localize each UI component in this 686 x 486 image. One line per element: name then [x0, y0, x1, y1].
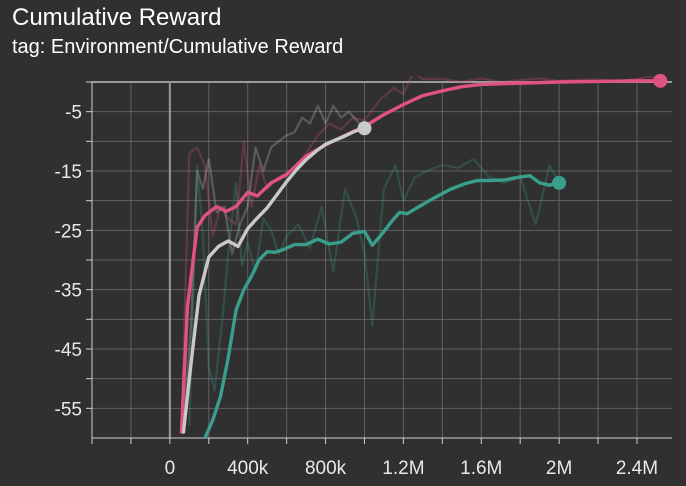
y-tick-label: -5 — [65, 103, 82, 124]
tick-labels: -5 -15 -25 -35 -45 -55 0 400k 800k 1.2M 1.6M 2M 2.4M — [55, 103, 659, 479]
x-tick-label: 2.4M — [616, 458, 658, 479]
axes — [86, 81, 672, 444]
y-tick-label: -45 — [55, 340, 82, 361]
x-tick-label: 2M — [546, 458, 572, 479]
y-tick-label: -15 — [55, 162, 82, 183]
y-tick-label: -55 — [55, 399, 82, 420]
raw-series-line-1 — [182, 104, 366, 433]
x-tick-label: 1.2M — [382, 458, 424, 479]
raw-series-line-2 — [188, 158, 561, 427]
smoothed-series-line-2[interactable] — [203, 174, 561, 438]
smoothed-series-line-0[interactable] — [179, 79, 662, 434]
x-tick-label: 800k — [305, 458, 347, 479]
smoothed-series-line-1[interactable] — [181, 126, 367, 434]
x-tick-label: 400k — [227, 458, 269, 479]
chart-title: Cumulative Reward — [12, 4, 222, 31]
y-tick-label: -35 — [55, 281, 82, 302]
end-markers-layer — [357, 73, 668, 190]
smoothed-series-layer — [179, 79, 662, 438]
grid — [91, 81, 672, 438]
series-end-marker-1[interactable] — [357, 121, 372, 136]
x-tick-label: 1.6M — [460, 458, 502, 479]
series-end-marker-2[interactable] — [552, 175, 567, 190]
x-tick-label: 0 — [165, 458, 176, 479]
chart-tag-subtitle: tag: Environment/Cumulative Reward — [12, 36, 344, 58]
y-tick-label: -25 — [55, 221, 82, 242]
series-end-marker-0[interactable] — [653, 73, 668, 88]
raw-series-line-0 — [180, 76, 661, 427]
